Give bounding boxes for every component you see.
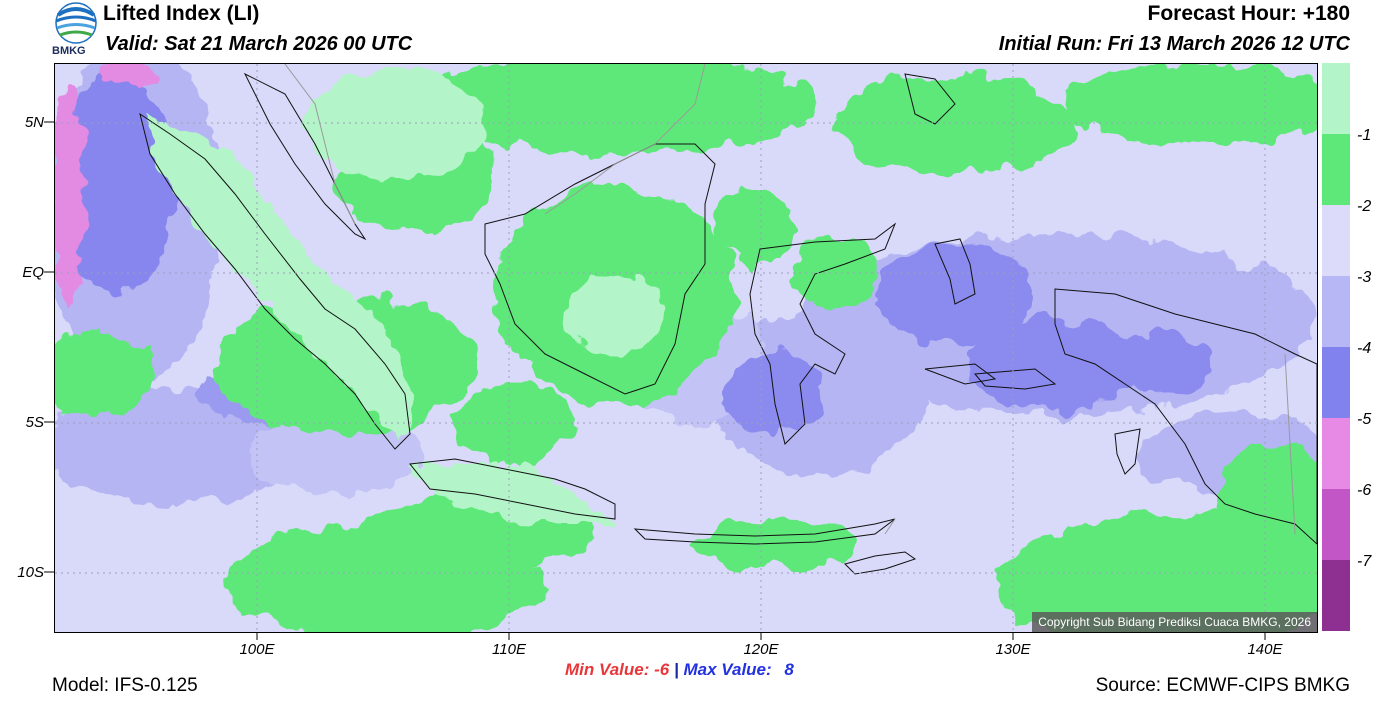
min-value: -6 — [654, 660, 670, 679]
lon-ticks — [256, 632, 1266, 640]
lon-label-140e: 140E — [1247, 641, 1283, 658]
colorbar-label-4: -4 — [1357, 340, 1372, 357]
value-separator: | — [673, 660, 679, 679]
coastlines — [139, 72, 1317, 575]
colorbar-swatch — [1322, 134, 1350, 206]
colorbar-label-5: -5 — [1357, 411, 1372, 428]
max-label: Max Value: — [683, 660, 772, 679]
colorbar-swatch — [1322, 347, 1350, 419]
colorbar — [1322, 63, 1350, 632]
source-info: Source: ECMWF-CIPS BMKG — [1095, 675, 1350, 696]
colorbar-swatch — [1322, 276, 1350, 348]
bmkg-logo — [52, 1, 100, 59]
borders — [284, 64, 1296, 535]
lat-ticks — [44, 121, 54, 573]
model-info: Model: IFS-0.125 — [52, 675, 198, 696]
chart-title: Lifted Index (LI) — [103, 2, 260, 25]
colorbar-label-3: -3 — [1357, 269, 1372, 286]
logo-text: BMKG — [52, 45, 86, 57]
lon-label-110e: 110E — [492, 641, 526, 658]
colorbar-swatch — [1322, 560, 1350, 632]
lat-label-5n: 5N — [24, 114, 44, 131]
colorbar-swatch — [1322, 489, 1350, 561]
colorbar-swatch — [1322, 205, 1350, 277]
graticule — [55, 64, 1317, 632]
colorbar-swatch — [1322, 63, 1350, 135]
max-value: 8 — [784, 660, 794, 679]
lon-label-100e: 100E — [239, 641, 275, 658]
colorbar-label-1: -1 — [1357, 127, 1372, 144]
colorbar-label-6: -6 — [1357, 482, 1372, 499]
valid-time: Valid: Sat 21 March 2026 00 UTC — [105, 33, 413, 55]
li-light-green — [145, 69, 665, 524]
lat-label-5s: 5S — [25, 414, 44, 431]
colorbar-label-2: -2 — [1357, 198, 1372, 215]
min-max-values: Min Value: -6 | Max Value: 8 — [565, 660, 794, 680]
lon-label-130e: 130E — [995, 641, 1031, 658]
copyright-notice: Copyright Sub Bidang Prediksi Cuaca BMKG… — [1032, 612, 1317, 632]
colorbar-label-7: -7 — [1357, 553, 1372, 570]
colorbar-swatches — [1322, 63, 1350, 632]
lat-label-eq: EQ — [22, 264, 44, 281]
map-canvas — [55, 64, 1317, 632]
lon-label-120e: 120E — [743, 641, 779, 658]
initial-run: Initial Run: Fri 13 March 2026 12 UTC — [998, 33, 1350, 55]
lat-label-10s: 10S — [17, 564, 44, 581]
map-panel: Copyright Sub Bidang Prediksi Cuaca BMKG… — [54, 63, 1318, 633]
colorbar-swatch — [1322, 418, 1350, 490]
forecast-hour: Forecast Hour: +180 — [1147, 2, 1351, 25]
min-label: Min Value: — [565, 660, 650, 679]
